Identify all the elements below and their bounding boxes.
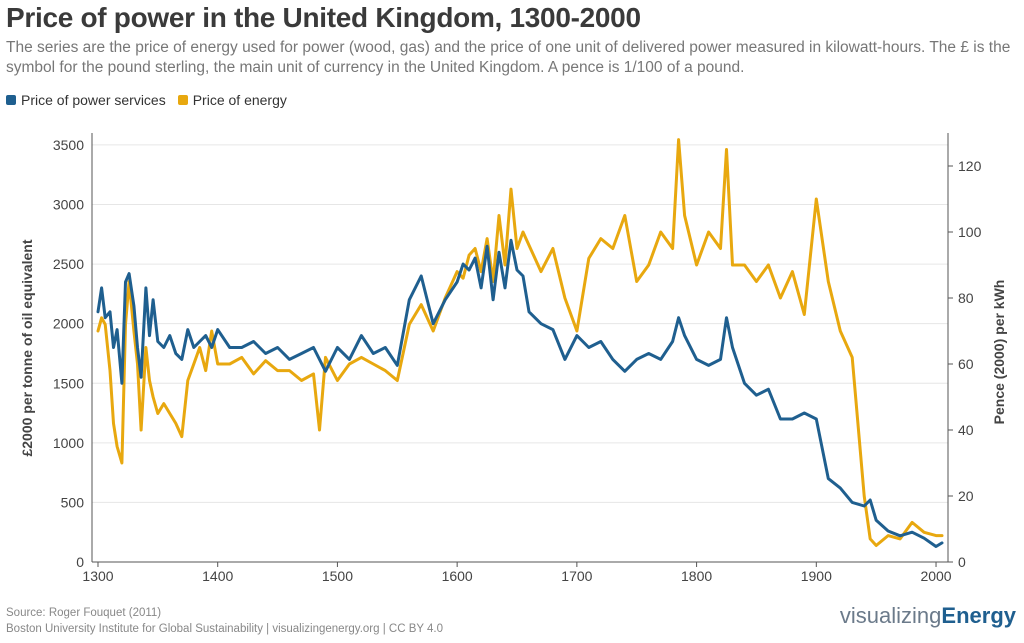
y-tick-label-right: 40 xyxy=(958,422,974,438)
y-tick-label-left: 500 xyxy=(61,494,85,510)
y-axis-title-right: Pence (2000) per kWh xyxy=(991,280,1007,425)
series-line-energy xyxy=(96,138,944,547)
brand-logo[interactable]: visualizingEnergy xyxy=(840,603,1016,629)
brand-suffix: Energy xyxy=(941,603,1016,628)
y-tick-label-right: 60 xyxy=(958,356,974,372)
source-note: Source: Roger Fouquet (2011) Boston Univ… xyxy=(6,605,443,637)
y-tick-label-left: 0 xyxy=(76,554,84,570)
legend-label-power-services: Price of power services xyxy=(21,92,166,108)
x-tick-label: 1600 xyxy=(442,568,473,584)
x-tick-label: 1700 xyxy=(561,568,592,584)
y-tick-label-left: 1000 xyxy=(53,435,84,451)
legend-label-energy: Price of energy xyxy=(192,92,287,108)
legend: Price of power services Price of energy xyxy=(6,92,287,108)
chart-title: Price of power in the United Kingdom, 13… xyxy=(6,2,641,33)
x-tick-label: 1400 xyxy=(202,568,233,584)
x-tick-label: 1500 xyxy=(322,568,353,584)
series-lines xyxy=(96,138,944,548)
y-tick-label-right: 80 xyxy=(958,290,974,306)
axes: 0 500 1000 1500 2000 2500 3000 3500 0 20 40 60 80 100… xyxy=(53,133,982,584)
y-tick-label-right: 120 xyxy=(958,158,982,174)
source-line-1: Source: Roger Fouquet (2011) xyxy=(6,607,162,619)
y-tick-label-left: 1500 xyxy=(53,375,84,391)
legend-swatch-power-services xyxy=(6,95,16,105)
y-tick-label-right: 0 xyxy=(958,554,966,570)
line-chart: 0 500 1000 1500 2000 2500 3000 3500 0 20 40 60 80 100… xyxy=(19,133,1007,584)
y-tick-label-left: 3000 xyxy=(53,197,84,213)
x-tick-label: 1300 xyxy=(82,568,113,584)
source-line-2: Boston University Institute for Global S… xyxy=(6,623,444,635)
chart-subtitle: The series are the price of energy used … xyxy=(6,39,1011,76)
y-tick-label-left: 2500 xyxy=(53,256,84,272)
legend-item-power-services[interactable]: Price of power services xyxy=(6,92,166,108)
grid-lines xyxy=(92,144,948,503)
x-tick-label: 1900 xyxy=(801,568,832,584)
x-tick-label: 1800 xyxy=(681,568,712,584)
y-tick-label-left: 3500 xyxy=(53,137,84,153)
legend-item-energy[interactable]: Price of energy xyxy=(177,92,287,108)
y-tick-label-left: 2000 xyxy=(53,316,84,332)
y-axis-title-left: £2000 per tonne of oil equivalent xyxy=(19,239,35,456)
legend-swatch-energy xyxy=(177,95,188,105)
series-line-power-services xyxy=(96,238,944,548)
y-tick-label-right: 100 xyxy=(958,224,982,240)
brand-prefix: visualizing xyxy=(839,603,942,628)
x-tick-label: 2000 xyxy=(920,568,951,584)
y-tick-label-right: 20 xyxy=(958,488,974,504)
